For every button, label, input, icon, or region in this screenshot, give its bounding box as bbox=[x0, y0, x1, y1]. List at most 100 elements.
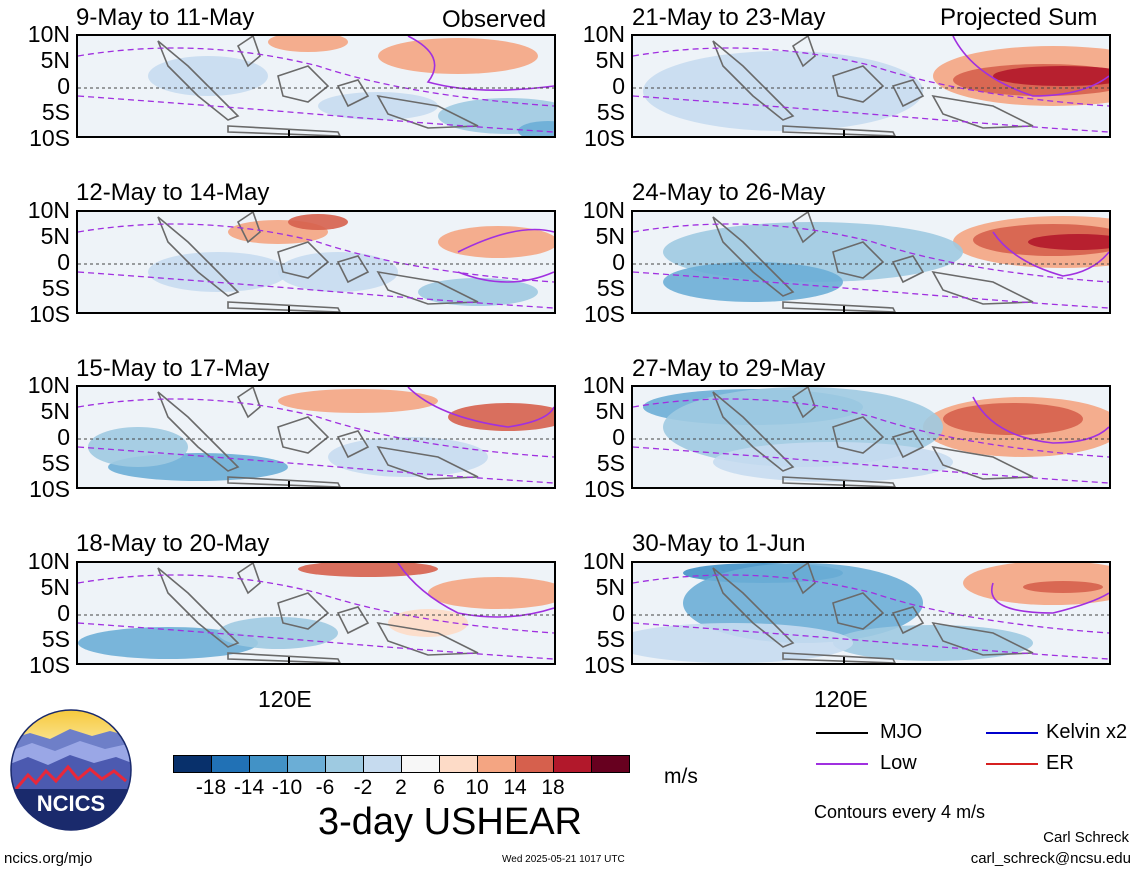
contour-dashed bbox=[633, 398, 1109, 484]
map-svg bbox=[633, 387, 1109, 487]
lat-label: 10S bbox=[29, 125, 70, 151]
shading-region bbox=[278, 252, 398, 292]
contour-solid bbox=[457, 228, 554, 283]
contour-note: Contours every 4 m/s bbox=[814, 802, 986, 822]
coastline bbox=[157, 212, 479, 312]
shading-region bbox=[1023, 581, 1103, 593]
lon-tick bbox=[843, 481, 845, 489]
map-panel bbox=[76, 385, 556, 489]
legend-line-kelvin bbox=[986, 732, 1038, 734]
panel-title: 30-May to 1-Jun bbox=[632, 530, 806, 557]
contour-dashed bbox=[633, 223, 1109, 309]
lat-label: 10S bbox=[29, 476, 70, 502]
lat-label: 0 bbox=[57, 249, 70, 275]
lon-tick bbox=[288, 657, 290, 665]
contour-dashed bbox=[78, 47, 554, 133]
legend-line-mjo bbox=[816, 732, 868, 734]
legend-label-kelvin: Kelvin x2 bbox=[1046, 721, 1128, 743]
shading-region bbox=[518, 121, 554, 136]
shading-region bbox=[88, 427, 188, 467]
lat-label: 0 bbox=[57, 424, 70, 450]
lat-label: 10N bbox=[582, 548, 625, 574]
lon-tick bbox=[288, 306, 290, 314]
lon-tick bbox=[288, 130, 290, 138]
shading-region bbox=[148, 56, 268, 96]
lat-label: 10N bbox=[27, 372, 70, 398]
projected-sum-label: Projected Sum bbox=[940, 4, 1098, 31]
lat-label: 0 bbox=[57, 600, 70, 626]
footer-url[interactable]: ncics.org/mjo bbox=[4, 850, 93, 867]
coastline bbox=[712, 387, 1034, 487]
lat-label: 10N bbox=[27, 197, 70, 223]
legend-label-mjo: MJO bbox=[880, 721, 923, 743]
contour-dashed bbox=[78, 398, 554, 484]
lat-label: 5S bbox=[41, 275, 70, 301]
contour-dashed bbox=[78, 223, 554, 309]
lat-label: 10N bbox=[582, 372, 625, 398]
colorbar-tick-label: -14 bbox=[233, 776, 265, 799]
shading-region bbox=[663, 262, 843, 302]
lat-label: 10S bbox=[584, 125, 625, 151]
contour-dashed bbox=[633, 47, 1109, 133]
shading-region bbox=[1028, 234, 1109, 250]
lon-tick bbox=[843, 657, 845, 665]
legend-label-er: ER bbox=[1046, 752, 1074, 774]
colorbar-swatch bbox=[325, 755, 364, 773]
colorbar-swatch bbox=[591, 755, 630, 773]
map-panel bbox=[631, 561, 1111, 665]
lat-label: 10N bbox=[27, 21, 70, 47]
lat-label: 5S bbox=[596, 450, 625, 476]
shading-region bbox=[278, 389, 438, 413]
shading-region bbox=[438, 226, 554, 258]
panel-title: 15-May to 17-May bbox=[76, 355, 270, 382]
colorbar-units: m/s bbox=[664, 765, 698, 788]
colorbar-swatch bbox=[173, 755, 212, 773]
lat-label: 10S bbox=[29, 652, 70, 678]
shading-region bbox=[448, 403, 554, 431]
lat-label: 5N bbox=[40, 398, 70, 424]
colorbar-tick-label: 2 bbox=[395, 776, 407, 799]
coastline bbox=[712, 36, 1034, 136]
panel-title: 24-May to 26-May bbox=[632, 179, 826, 206]
lat-label: 0 bbox=[612, 249, 625, 275]
panel-title: 21-May to 23-May bbox=[632, 4, 826, 31]
shading-region bbox=[643, 51, 923, 131]
contour-dashed bbox=[633, 574, 1109, 660]
shading-region bbox=[993, 66, 1109, 86]
lat-label: 5N bbox=[40, 223, 70, 249]
shading-region bbox=[428, 577, 554, 609]
map-panel bbox=[76, 34, 556, 138]
panel-title: 9-May to 11-May bbox=[76, 4, 255, 31]
coastline bbox=[157, 387, 479, 487]
coastline bbox=[712, 212, 1034, 312]
lat-label: 5N bbox=[40, 574, 70, 600]
coastline bbox=[712, 563, 1034, 663]
colorbar-swatch bbox=[439, 755, 478, 773]
footer-email[interactable]: carl_schreck@ncsu.edu bbox=[970, 850, 1131, 867]
footer-author: Carl Schreck bbox=[1043, 829, 1129, 846]
colorbar-swatch bbox=[477, 755, 516, 773]
colorbar-swatch bbox=[401, 755, 440, 773]
legend-line-er bbox=[986, 763, 1038, 765]
colorbar-swatch bbox=[211, 755, 250, 773]
lat-label: 0 bbox=[57, 73, 70, 99]
lat-label: 0 bbox=[612, 424, 625, 450]
lat-label: 5S bbox=[596, 99, 625, 125]
legend-line-low bbox=[816, 763, 868, 765]
map-panel bbox=[631, 34, 1111, 138]
colorbar-swatch bbox=[363, 755, 402, 773]
contour-solid bbox=[991, 582, 1109, 614]
shading-region bbox=[683, 563, 923, 643]
map-svg bbox=[633, 563, 1109, 663]
lat-label: 5S bbox=[596, 626, 625, 652]
lat-label: 5S bbox=[41, 450, 70, 476]
lat-label: 5N bbox=[595, 223, 625, 249]
lat-label: 10S bbox=[29, 301, 70, 327]
lat-label: 10N bbox=[582, 21, 625, 47]
colorbar-tick-label: 14 bbox=[503, 776, 527, 799]
panel-title: 12-May to 14-May bbox=[76, 179, 270, 206]
lat-label: 0 bbox=[612, 73, 625, 99]
chart-title: 3-day USHEAR bbox=[318, 801, 582, 843]
map-svg bbox=[633, 212, 1109, 312]
lat-label: 10N bbox=[27, 548, 70, 574]
